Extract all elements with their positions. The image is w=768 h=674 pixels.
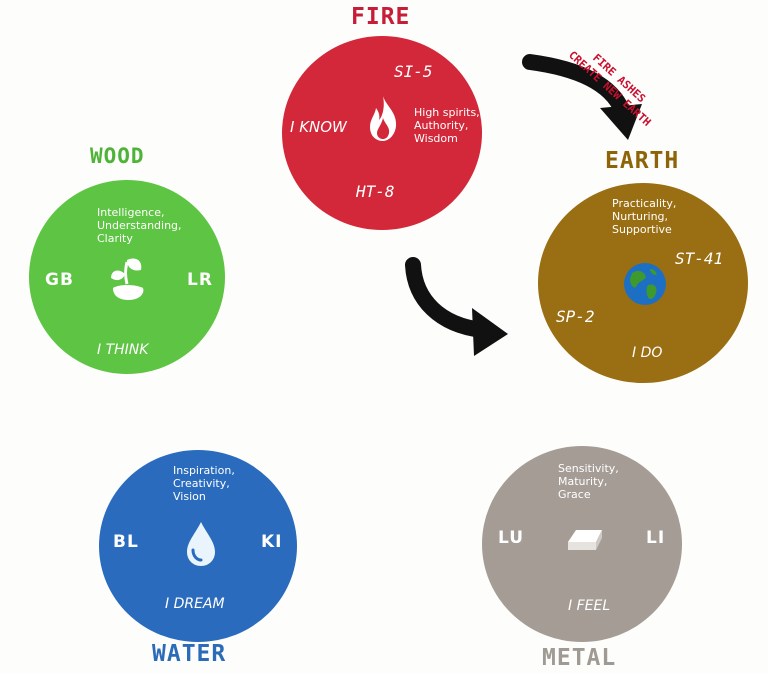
earth-quality: Practicality, bbox=[612, 197, 677, 210]
earth-quality: Nurturing, bbox=[612, 210, 669, 223]
metal-quality: Grace bbox=[558, 488, 591, 501]
sprout-icon bbox=[111, 258, 144, 300]
wood-quality: Intelligence, bbox=[97, 206, 165, 219]
earth-circle: Practicality, Nurturing, Supportive ST-4… bbox=[538, 183, 748, 383]
wood-meridian-right: LR bbox=[187, 270, 213, 290]
metal-qualities: Sensitivity, Maturity, Grace bbox=[558, 462, 619, 501]
center-to-earth-arrow bbox=[405, 257, 508, 356]
earth-motto: I DO bbox=[632, 345, 663, 361]
metal-quality: Sensitivity, bbox=[558, 462, 619, 475]
metal-ingot-icon bbox=[568, 530, 602, 550]
metal-meridian-left: LU bbox=[498, 528, 525, 548]
fire-point-bottom: HT-8 bbox=[356, 182, 395, 201]
water-qualities: Inspiration, Creativity, Vision bbox=[173, 464, 235, 503]
metal-meridian-right: LI bbox=[646, 528, 666, 548]
earth-title: EARTH bbox=[605, 148, 680, 174]
fire-quality: High spirits, bbox=[414, 106, 480, 119]
metal-title: METAL bbox=[542, 645, 617, 671]
fire-point-top: SI-5 bbox=[394, 62, 433, 81]
wood-quality: Clarity bbox=[97, 232, 133, 245]
water-quality: Vision bbox=[173, 490, 206, 503]
wood-meridian-left: GB bbox=[45, 270, 74, 290]
water-meridian-right: KI bbox=[261, 532, 283, 552]
water-circle: Inspiration, Creativity, Vision BL KI I … bbox=[99, 450, 297, 642]
wood-qualities: Intelligence, Understanding, Clarity bbox=[97, 206, 182, 245]
wood-title: WOOD bbox=[90, 144, 145, 168]
wood-quality: Understanding, bbox=[97, 219, 182, 232]
fire-quality: Wisdom bbox=[414, 132, 458, 145]
wood-circle: Intelligence, Understanding, Clarity GB … bbox=[29, 180, 225, 374]
fire-to-earth-arrow bbox=[522, 54, 642, 140]
metal-quality: Maturity, bbox=[558, 475, 608, 488]
fire-qualities: High spirits, Authority, Wisdom bbox=[414, 106, 480, 145]
earth-quality: Supportive bbox=[612, 223, 672, 236]
fire-motto: I KNOW bbox=[290, 118, 347, 136]
water-drop-icon bbox=[187, 522, 215, 566]
water-motto: I DREAM bbox=[165, 596, 225, 612]
water-title: WATER bbox=[152, 641, 227, 667]
wood-motto: I THINK bbox=[97, 342, 149, 358]
fire-title: FIRE bbox=[351, 4, 411, 30]
earth-point-right: ST-41 bbox=[675, 249, 724, 268]
metal-circle: Sensitivity, Maturity, Grace LU LI I FEE… bbox=[482, 446, 682, 642]
water-quality: Creativity, bbox=[173, 477, 230, 490]
fire-quality: Authority, bbox=[414, 119, 469, 132]
earth-point-left: SP-2 bbox=[556, 307, 595, 326]
fire-circle: SI-5 I KNOW High spirits, Authority, Wis… bbox=[282, 36, 482, 230]
flame-icon bbox=[370, 96, 397, 141]
earth-qualities: Practicality, Nurturing, Supportive bbox=[612, 197, 676, 236]
water-meridian-left: BL bbox=[113, 532, 139, 552]
water-quality: Inspiration, bbox=[173, 464, 235, 477]
metal-motto: I FEEL bbox=[568, 598, 611, 614]
globe-icon bbox=[624, 263, 666, 305]
